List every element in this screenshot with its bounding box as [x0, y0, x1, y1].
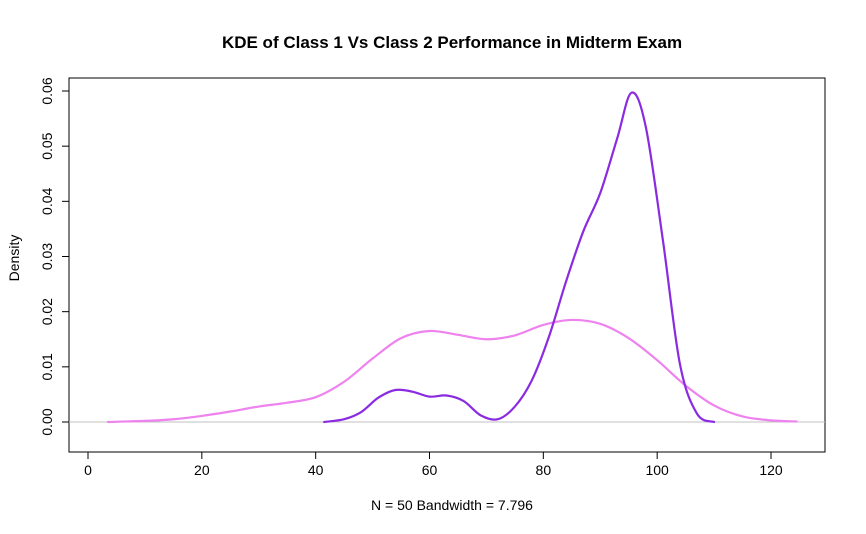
y-tick-label: 0.06 — [39, 77, 55, 104]
x-axis: 0 20 40 60 80 100 120 — [84, 451, 783, 478]
y-tick-label: 0.05 — [39, 132, 55, 159]
x-tick-label: 60 — [422, 462, 438, 478]
y-tick-label: 0.02 — [39, 298, 55, 325]
y-tick-label: 0.03 — [39, 243, 55, 270]
chart-title: KDE of Class 1 Vs Class 2 Performance in… — [222, 33, 682, 52]
y-tick-label: 0.00 — [39, 408, 55, 435]
x-tick-label: 20 — [194, 462, 210, 478]
series-layer — [106, 91, 798, 424]
y-axis: 0.00 0.01 0.02 0.03 0.04 0.05 0.06 — [39, 77, 70, 436]
density-curve-2 — [323, 91, 716, 424]
y-tick-label: 0.04 — [39, 187, 55, 214]
x-axis-label: N = 50 Bandwidth = 7.796 — [371, 497, 533, 513]
x-tick-label: 120 — [759, 462, 783, 478]
x-tick-label: 0 — [84, 462, 92, 478]
x-tick-label: 80 — [536, 462, 552, 478]
y-axis-label: Density — [6, 235, 22, 282]
x-tick-label: 40 — [308, 462, 324, 478]
x-tick-label: 100 — [645, 462, 669, 478]
y-tick-label: 0.01 — [39, 353, 55, 380]
